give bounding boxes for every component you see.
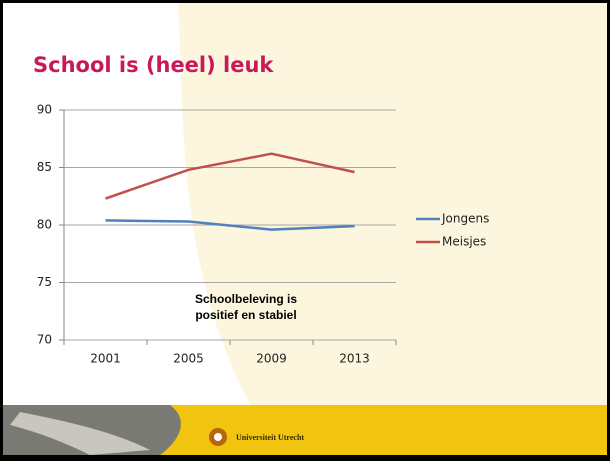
y-tick-label: 75 <box>37 275 52 289</box>
footer-text: Universiteit Utrecht <box>236 433 304 442</box>
annotation: positief en stabiel <box>195 308 296 322</box>
x-tick-label: 2013 <box>339 352 370 366</box>
y-tick-label: 90 <box>37 103 52 117</box>
y-tick-label: 70 <box>37 333 52 347</box>
x-tick-label: 2001 <box>90 352 121 366</box>
x-tick-label: 2009 <box>256 352 287 366</box>
y-tick-label: 85 <box>37 160 52 174</box>
series-line <box>105 219 355 231</box>
legend-label: Jongens <box>441 212 489 226</box>
y-tick-label: 80 <box>37 218 52 232</box>
chart-title: School is (heel) leuk <box>33 53 274 77</box>
annotation: Schoolbeleving is <box>195 292 297 306</box>
footer-photo-highlight <box>10 412 150 455</box>
x-tick-label: 2005 <box>173 352 204 366</box>
logo-center <box>214 433 222 441</box>
legend-label: Meisjes <box>442 235 486 249</box>
series-line <box>105 152 355 200</box>
background-accent <box>178 3 607 405</box>
